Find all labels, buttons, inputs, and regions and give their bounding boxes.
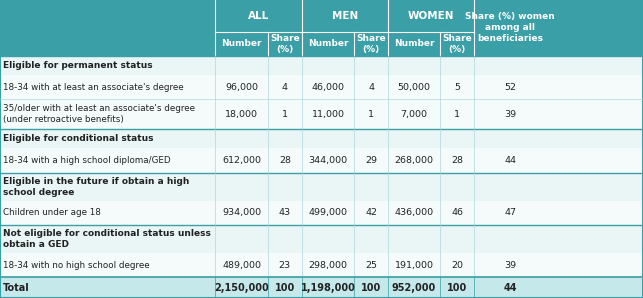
Text: 47: 47 — [504, 208, 516, 217]
Bar — [0, 100, 643, 129]
Text: 1: 1 — [454, 110, 460, 119]
Text: 934,000: 934,000 — [222, 208, 261, 217]
Text: 4: 4 — [282, 83, 288, 92]
Text: 100: 100 — [361, 283, 381, 293]
Text: Share
(%): Share (%) — [270, 34, 300, 54]
Bar — [0, 56, 643, 75]
Text: Not eligible for conditional status unless
obtain a GED: Not eligible for conditional status unle… — [3, 229, 211, 249]
Text: 50,000: 50,000 — [397, 83, 431, 92]
Text: 96,000: 96,000 — [225, 83, 258, 92]
Bar — [0, 173, 643, 201]
Text: WOMEN: WOMEN — [408, 11, 454, 21]
Text: 52: 52 — [504, 83, 516, 92]
Text: 39: 39 — [504, 261, 516, 270]
Text: 44: 44 — [504, 156, 516, 165]
Text: 268,000: 268,000 — [395, 156, 433, 165]
Text: 11,000: 11,000 — [311, 110, 345, 119]
Bar — [0, 225, 643, 253]
Text: 18-34 with a high school diploma/GED: 18-34 with a high school diploma/GED — [3, 156, 171, 165]
Text: 344,000: 344,000 — [309, 156, 347, 165]
Text: 42: 42 — [365, 208, 377, 217]
Bar — [0, 201, 643, 225]
Text: 1,198,000: 1,198,000 — [300, 283, 356, 293]
Text: ALL: ALL — [248, 11, 269, 21]
Text: 5: 5 — [454, 83, 460, 92]
Text: 29: 29 — [365, 156, 377, 165]
Bar — [0, 277, 643, 298]
Text: 7,000: 7,000 — [401, 110, 428, 119]
Text: Eligible for permanent status: Eligible for permanent status — [3, 61, 153, 70]
Text: 952,000: 952,000 — [392, 283, 436, 293]
Text: 499,000: 499,000 — [309, 208, 347, 217]
Text: Number: Number — [308, 39, 348, 49]
Text: 18-34 with no high school degree: 18-34 with no high school degree — [3, 261, 150, 270]
Text: MEN: MEN — [332, 11, 358, 21]
Text: Share
(%): Share (%) — [442, 34, 472, 54]
Text: 2,150,000: 2,150,000 — [214, 283, 269, 293]
Bar — [0, 129, 643, 148]
Text: Number: Number — [222, 39, 262, 49]
Text: 1: 1 — [282, 110, 288, 119]
Text: 1: 1 — [368, 110, 374, 119]
Bar — [0, 253, 643, 277]
Text: 20: 20 — [451, 261, 463, 270]
Text: 298,000: 298,000 — [309, 261, 347, 270]
Text: 100: 100 — [275, 283, 295, 293]
Text: 35/older with at least an associate's degree
(under retroactive benefits): 35/older with at least an associate's de… — [3, 104, 195, 124]
Text: 46,000: 46,000 — [311, 83, 345, 92]
Text: 39: 39 — [504, 110, 516, 119]
Text: 100: 100 — [447, 283, 467, 293]
Text: Number: Number — [394, 39, 434, 49]
Text: 28: 28 — [279, 156, 291, 165]
Text: 43: 43 — [279, 208, 291, 217]
Bar — [0, 75, 643, 100]
Bar — [0, 0, 643, 56]
Text: Share
(%): Share (%) — [356, 34, 386, 54]
Text: Eligible for conditional status: Eligible for conditional status — [3, 134, 154, 143]
Text: 44: 44 — [503, 283, 517, 293]
Text: 28: 28 — [451, 156, 463, 165]
Text: Total: Total — [3, 283, 30, 293]
Text: 191,000: 191,000 — [395, 261, 433, 270]
Text: 489,000: 489,000 — [222, 261, 261, 270]
Text: 612,000: 612,000 — [222, 156, 261, 165]
Text: 436,000: 436,000 — [395, 208, 433, 217]
Text: 18,000: 18,000 — [225, 110, 258, 119]
Text: 18-34 with at least an associate's degree: 18-34 with at least an associate's degre… — [3, 83, 184, 92]
Bar — [0, 148, 643, 173]
Text: 23: 23 — [279, 261, 291, 270]
Text: 46: 46 — [451, 208, 463, 217]
Text: 4: 4 — [368, 83, 374, 92]
Text: Share (%) women
among all
beneficiaries: Share (%) women among all beneficiaries — [466, 12, 555, 44]
Text: Eligible in the future if obtain a high
school degree: Eligible in the future if obtain a high … — [3, 177, 190, 197]
Text: 25: 25 — [365, 261, 377, 270]
Text: Children under age 18: Children under age 18 — [3, 208, 101, 217]
